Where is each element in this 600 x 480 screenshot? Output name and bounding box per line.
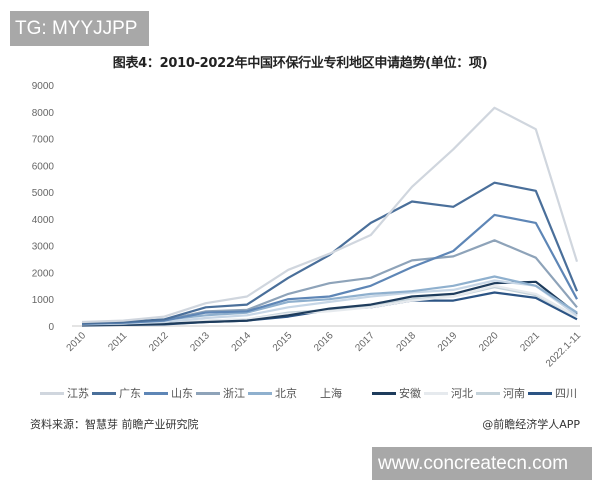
x-tick-label: 2019 bbox=[436, 330, 460, 354]
y-tick-label: 7000 bbox=[32, 135, 55, 146]
y-tick-label: 4000 bbox=[32, 215, 55, 226]
line-chart: 0 1000 2000 3000 4000 5000 6000 7000 8000 9000 20… bbox=[32, 81, 584, 369]
x-tick-label: 2011 bbox=[106, 330, 129, 353]
legend-item: 安徽 bbox=[372, 383, 421, 403]
x-tick-label: 2014 bbox=[230, 330, 254, 354]
chart-title: 图表4：2010-2022年中国环保行业专利地区申请趋势(单位：项) bbox=[112, 56, 488, 71]
x-tick-label: 2013 bbox=[188, 330, 212, 354]
legend-item: 山东 bbox=[144, 383, 193, 403]
legend-label: 河南 bbox=[503, 387, 525, 400]
x-tick-label: 2015 bbox=[271, 330, 295, 354]
legend-swatch bbox=[476, 391, 500, 395]
credit-note: @前瞻经济学人APP bbox=[482, 418, 580, 431]
legend-swatch bbox=[92, 391, 116, 395]
series-line bbox=[81, 213, 578, 325]
legend-label: 江苏 bbox=[67, 387, 89, 400]
series-line bbox=[81, 280, 578, 327]
legend-item: 四川 bbox=[528, 383, 577, 403]
x-tick-label: 2010 bbox=[65, 330, 89, 354]
legend-label: 上海 bbox=[320, 387, 342, 400]
legend-label: 安徽 bbox=[399, 387, 421, 400]
legend-label: 浙江 bbox=[223, 387, 245, 400]
legend-item: 河北 bbox=[424, 383, 473, 403]
overlay-watermark-bottom: www.concreatecn.com bbox=[372, 447, 592, 480]
series-line bbox=[81, 106, 579, 324]
legend-item: 北京 bbox=[248, 383, 297, 403]
legend-item: 浙江 bbox=[196, 383, 245, 403]
legend-swatch bbox=[248, 391, 272, 395]
legend-item: 江苏 bbox=[40, 383, 89, 403]
y-axis: 0 1000 2000 3000 4000 5000 6000 7000 8000 9000 bbox=[32, 81, 55, 333]
x-tick-label: 2016 bbox=[312, 330, 336, 354]
y-tick-label: 2000 bbox=[32, 268, 55, 279]
legend-item: 河南 bbox=[476, 383, 525, 403]
legend-swatch bbox=[40, 391, 64, 395]
y-tick-label: 0 bbox=[48, 322, 54, 333]
legend-label: 北京 bbox=[275, 387, 297, 400]
series-line bbox=[81, 279, 578, 326]
chart-legend: 江苏 广东 山东 浙江 北京 上海 安徽 河北 河南 四川 bbox=[40, 383, 600, 403]
legend-item: 上海 bbox=[320, 383, 342, 403]
x-tick-label: 2012 bbox=[147, 330, 171, 354]
legend-swatch bbox=[196, 391, 220, 395]
y-tick-label: 3000 bbox=[32, 242, 55, 253]
overlay-watermark-top: TG: MYYJJPP bbox=[10, 11, 149, 46]
plot-area bbox=[81, 106, 579, 327]
legend-swatch bbox=[372, 391, 396, 395]
x-tick-label: 2017 bbox=[353, 330, 377, 354]
source-note: 资料来源：智慧芽 前瞻产业研究院 bbox=[30, 418, 199, 431]
x-tick-label: 2020 bbox=[477, 330, 501, 354]
x-tick-label: 2022.1-11 bbox=[544, 330, 583, 369]
x-tick-label: 2018 bbox=[395, 330, 419, 354]
y-tick-label: 9000 bbox=[32, 81, 55, 92]
y-tick-label: 8000 bbox=[32, 108, 55, 119]
legend-swatch bbox=[144, 391, 168, 395]
legend-label: 河北 bbox=[451, 387, 473, 400]
x-axis: 2010 2011 2012 2013 2014 2015 2016 2017 2018 2019… bbox=[65, 330, 584, 369]
legend-swatch bbox=[528, 391, 552, 395]
legend-label: 四川 bbox=[555, 387, 577, 400]
y-tick-label: 5000 bbox=[32, 188, 55, 199]
x-tick-label: 2021 bbox=[518, 330, 542, 354]
legend-swatch bbox=[424, 391, 448, 395]
y-tick-label: 6000 bbox=[32, 161, 55, 172]
series-line bbox=[81, 181, 579, 325]
legend-item: 广东 bbox=[92, 383, 141, 403]
legend-label: 广东 bbox=[119, 387, 141, 400]
y-tick-label: 1000 bbox=[32, 295, 55, 306]
legend-label: 山东 bbox=[171, 387, 193, 400]
